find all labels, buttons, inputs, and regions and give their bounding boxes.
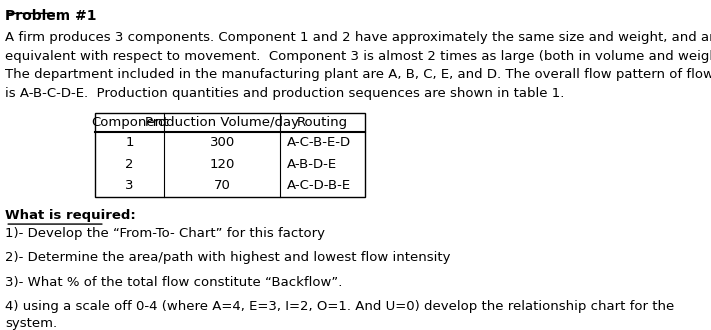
Text: A-C-D-B-E: A-C-D-B-E [287, 179, 351, 192]
Text: A firm produces 3 components. Component 1 and 2 have approximately the same size: A firm produces 3 components. Component … [5, 31, 711, 100]
Text: What is required:: What is required: [5, 209, 136, 221]
Bar [95, 113, 365, 197]
Text: Problem #1: Problem #1 [5, 9, 97, 23]
Text: A-B-D-E: A-B-D-E [287, 158, 338, 171]
Text: 3: 3 [125, 179, 134, 192]
Text: 300: 300 [210, 136, 235, 149]
Text: 120: 120 [210, 158, 235, 171]
Text: 2: 2 [125, 158, 134, 171]
Text: Routing: Routing [297, 116, 348, 129]
Text: 2)- Determine the area/path with highest and lowest flow intensity: 2)- Determine the area/path with highest… [5, 251, 451, 264]
Text: A-C-B-E-D: A-C-B-E-D [287, 136, 351, 149]
Text: 70: 70 [214, 179, 230, 192]
Text: 3)- What % of the total flow constitute “Backflow”.: 3)- What % of the total flow constitute … [5, 276, 343, 289]
Text: 1: 1 [125, 136, 134, 149]
Text: 1)- Develop the “From-To- Chart” for this factory: 1)- Develop the “From-To- Chart” for thi… [5, 227, 326, 240]
Text: 4) using a scale off 0-4 (where A=4, E=3, I=2, O=1. And U=0) develop the relatio: 4) using a scale off 0-4 (where A=4, E=3… [5, 300, 675, 330]
Text: Component: Component [91, 116, 169, 129]
Text: Production Volume/day: Production Volume/day [145, 116, 299, 129]
